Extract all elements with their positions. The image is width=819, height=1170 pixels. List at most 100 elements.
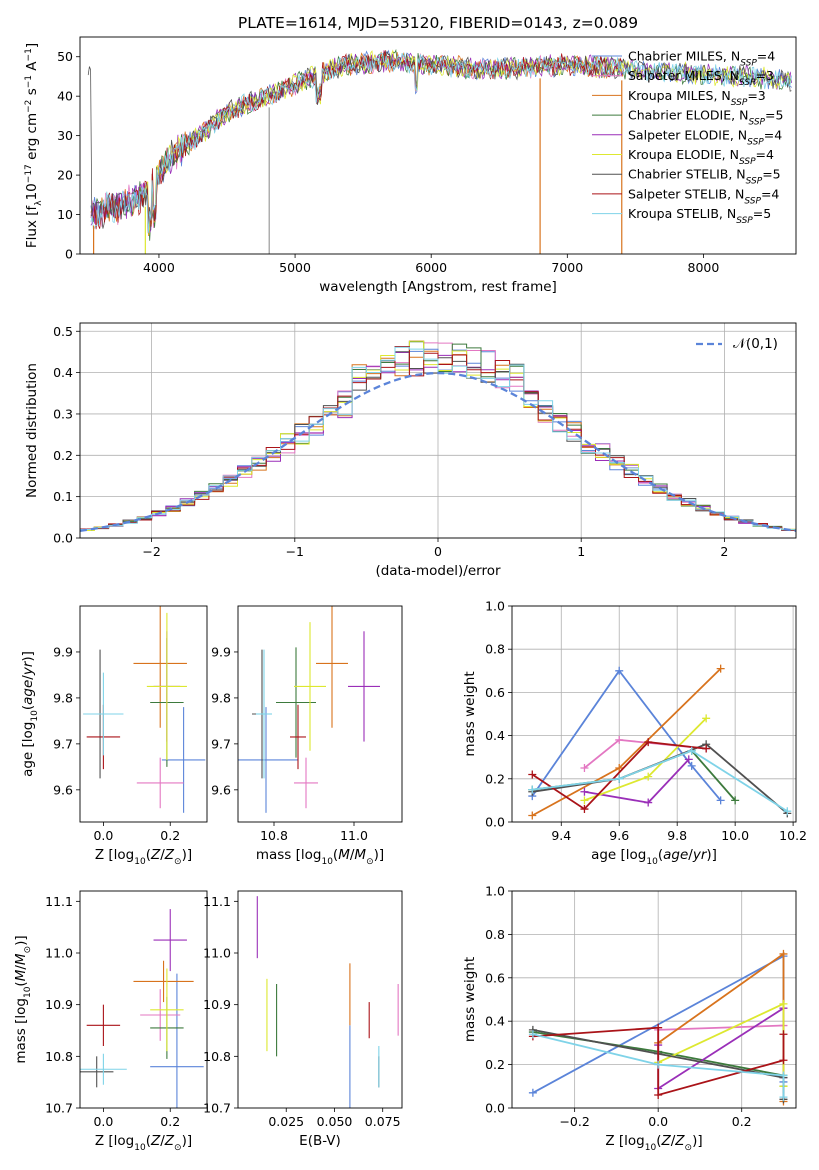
y-tick-label: 50 [57, 49, 73, 64]
mass-weight-marker [779, 1071, 788, 1080]
x-tick-label: 0.2 [732, 1114, 752, 1129]
mass-weight-marker [528, 785, 537, 794]
legend-label: Salpeter ELODIE, NSSP=4 [628, 127, 782, 147]
y-tick-label: 10.7 [45, 1101, 73, 1116]
y-tick-label: 11.1 [45, 894, 73, 909]
mass-weight-marker [779, 949, 788, 958]
plot-marks [256, 896, 399, 1108]
y-axis-label: Normed distribution [24, 363, 40, 498]
y-tick-label: 0.4 [53, 365, 73, 380]
mass-weight-marker [702, 714, 711, 723]
y-tick-label: 11.0 [45, 946, 73, 961]
axes-frame [79, 605, 208, 823]
mass-weight-marker [702, 744, 711, 753]
y-tick-label: 10.9 [45, 997, 73, 1012]
mass-weight-marker [716, 664, 725, 673]
y-tick-label: 1.0 [485, 884, 505, 899]
axes-frame [237, 605, 403, 823]
mass-weight-marker [687, 761, 696, 770]
y-axis-label: age [log10(age/yr)] [20, 651, 40, 777]
mass-weight-marker [580, 805, 589, 814]
axes-age-vs-mass: 10.8 11.0 9.6 9.7 9.8 9.9 mass [log10(M/M⊙)] [211, 605, 403, 867]
x-axis-label: E(B-V) [299, 1133, 341, 1149]
mass-weight-marker [644, 772, 653, 781]
figure-title: PLATE=1614, MJD=53120, FIBERID=0143, z=0… [238, 14, 638, 32]
x-axis-label: Z [log10(Z/Z⊙)] [605, 1133, 702, 1153]
mass-weight-marker [580, 787, 589, 796]
legend-label: Salpeter MILES, NSSP=3 [628, 68, 774, 88]
legend-label: Salpeter STELIB, NSSP=4 [628, 186, 779, 206]
y-tick-label: 0.0 [53, 531, 73, 546]
x-tick-label: 0 [434, 544, 442, 559]
axes-spectrum: 4000 5000 6000 7000 8000 0 10 20 30 40 50 wavelengt… [24, 36, 797, 295]
plot-marks [238, 606, 380, 813]
x-tick-label: 0.2 [160, 1114, 180, 1129]
y-axis-label: mass [log10(M/M⊙)] [13, 935, 33, 1063]
spectrum-line [90, 52, 792, 234]
y-tick-label: 9.6 [211, 782, 231, 797]
axes-frame [237, 890, 403, 1109]
mass-weight-marker [779, 999, 788, 1008]
mass-weight-line [532, 1033, 785, 1098]
mass-weight-marker [779, 1093, 788, 1102]
mass-weight-marker [528, 1088, 537, 1097]
legend-label: Kroupa ELODIE, NSSP=4 [628, 147, 774, 167]
axes-age-vs-Z: 0.0 0.2 9.6 9.7 9.8 9.9 Z [log10(Z/Z⊙)] age [lo… [20, 605, 208, 867]
x-tick-label: 2 [720, 544, 728, 559]
mass-weight-marker [779, 1056, 788, 1065]
x-tick-label: 5000 [279, 260, 311, 275]
spectrum-line [90, 52, 792, 233]
x-tick-label: 0.0 [648, 1114, 668, 1129]
y-tick-label: 9.9 [211, 644, 231, 659]
y-tick-label: 9.7 [53, 736, 73, 751]
x-tick-label: 0.0 [93, 1114, 113, 1129]
axes-frame [511, 890, 797, 1109]
axes-frame [79, 36, 797, 255]
y-tick-label: 9.8 [211, 690, 231, 705]
spectrum-line [93, 50, 622, 230]
y-axis-label: mass weight [462, 957, 478, 1042]
y-tick-label: 9.6 [53, 782, 73, 797]
plot-marks [528, 949, 788, 1106]
mass-weight-marker [654, 1023, 663, 1032]
x-tick-label: 7000 [551, 260, 583, 275]
x-tick-label: 0.050 [317, 1114, 353, 1129]
mass-weight-marker [528, 770, 537, 779]
mass-weight-line [531, 741, 707, 811]
mass-weight-marker [528, 811, 537, 820]
plot-marks [87, 48, 792, 254]
x-tick-label: 10.8 [260, 828, 288, 843]
mass-weight-marker [644, 738, 653, 747]
mass-weight-marker [654, 1060, 663, 1069]
plot-marks [83, 606, 206, 813]
y-tick-label: 0.4 [485, 1014, 505, 1029]
axes-massweight-vs-Z: −0.2 0.0 0.2 0.0 0.2 0.4 0.6 0.8 1.0 mass weight Z… [462, 884, 797, 1153]
x-tick-label: −2 [142, 544, 160, 559]
mass-weight-marker [528, 1030, 537, 1039]
mass-weight-marker [615, 666, 624, 675]
x-tick-label: 10.2 [779, 828, 807, 843]
x-tick-label: 9.8 [667, 828, 687, 843]
axes-frame [79, 322, 797, 539]
axes-frame [79, 890, 208, 1109]
y-tick-label: 0.3 [53, 406, 73, 421]
x-axis-label: Z [log10(Z/Z⊙)] [95, 1133, 192, 1153]
y-tick-label: 9.8 [53, 690, 73, 705]
y-axis-label: Flux [fλ10−17 erg cm−2 s−1 A−1] [24, 43, 44, 248]
mass-weight-marker [654, 1090, 663, 1099]
y-tick-label: 11.0 [203, 946, 231, 961]
y-tick-label: 0.8 [485, 927, 505, 942]
axes-massweight-vs-age: 9.4 9.6 9.8 10.0 10.2 0.0 0.2 0.4 0.6 0.8 1.0 mass … [462, 599, 807, 868]
y-tick-label: 9.7 [211, 736, 231, 751]
legend-label: 𝒩(0,1) [733, 336, 778, 352]
normal-curve [80, 371, 796, 532]
x-axis-label: (data-model)/error [375, 563, 501, 579]
x-tick-label: −0.2 [559, 1114, 589, 1129]
axes-residuals: −2 −1 0 1 2 0.0 0.1 0.2 0.3 0.4 0.5 (data-model)/er… [24, 322, 797, 579]
x-tick-label: 0.0 [93, 828, 113, 843]
mass-weight-marker [684, 755, 693, 764]
y-tick-label: 0.5 [53, 324, 73, 339]
x-tick-label: 0.2 [160, 828, 180, 843]
